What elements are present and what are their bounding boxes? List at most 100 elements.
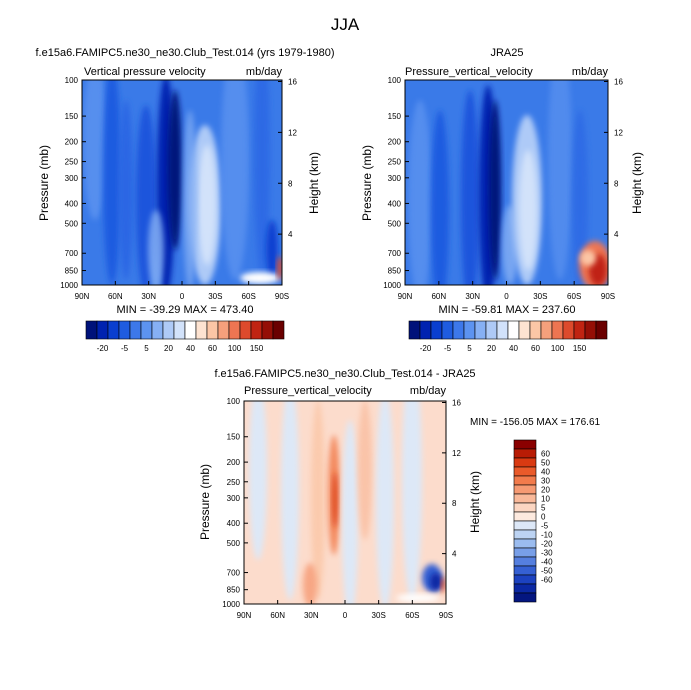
panel-model-xtick-label: 30S [208,292,222,301]
panel-reanalysis-y2tick-label: 16 [614,78,623,87]
panel-model-xtick-label: 90N [75,292,90,301]
panel-difference-colorbar-label: 50 [541,459,550,468]
panel-model-colorbar-swatch [118,320,131,340]
panel-difference-xtick-label: 30N [304,611,319,620]
panel-model-colorbar-label: 150 [250,344,264,353]
panel-difference-colorbar-swatch [513,439,537,450]
panel-model-colorbar-swatch [140,320,153,340]
panel-model-colorbar-label: -5 [121,344,129,353]
panel-model-contour-fill [198,145,216,265]
panel-difference-colorbar-swatch [513,484,537,495]
panel-reanalysis-xtick-label: 30S [533,292,547,301]
panel-reanalysis-units-label: mb/day [572,66,609,78]
panel-difference-xtick-label: 90N [237,611,252,620]
panel-model-xtick-label: 60N [108,292,123,301]
panel-model-contour-fill [168,90,182,250]
panel-reanalysis-variable-label: Pressure_vertical_velocity [405,66,533,78]
panel-reanalysis-ytick-label: 200 [388,138,402,147]
panel-model-ytick-label: 100 [65,76,79,85]
panel-reanalysis-ytick-label: 1000 [383,281,401,290]
panel-reanalysis-title: JRA25 [490,47,523,59]
panel-difference-colorbar-swatch [513,466,537,477]
panel-model-ytick-label: 400 [65,199,79,208]
panel-reanalysis-contour-fill [489,100,501,280]
panel-model-y2tick-label: 12 [288,128,297,137]
panel-difference-colorbar-label: -5 [541,522,549,531]
panel-difference-colorbar-swatch [513,520,537,531]
panel-difference-xtick-label: 0 [343,611,348,620]
panel-reanalysis-contour-fill [548,80,572,280]
panel-difference-colorbar-label: 60 [541,450,550,459]
panel-model-colorbar-swatch [195,320,208,340]
panel-model-colorbar-swatch [228,320,241,340]
panel-difference-ytick-label: 700 [227,569,241,578]
panel-reanalysis-colorbar-swatch [562,320,575,340]
panel-reanalysis-y2tick-label: 12 [614,128,623,137]
panel-difference-variable-label: Pressure_vertical_velocity [244,385,372,397]
panel-model-colorbar-swatch [85,320,98,340]
panel-difference: f.e15a6.FAMIPC5.ne30_ne30.Club_Test.014 … [198,368,601,620]
panel-reanalysis-colorbar-swatch [463,320,476,340]
panel-model-contour-fill [240,272,280,284]
panel-model-colorbar-swatch [107,320,120,340]
panel-reanalysis-colorbar-swatch [507,320,520,340]
panel-reanalysis-y2tick-label: 4 [614,230,619,239]
panel-reanalysis-ytick-label: 250 [388,158,402,167]
panel-difference-contour-fill [376,401,394,604]
panel-difference-y2tick-label: 16 [452,398,461,407]
panel-model-ytick-label: 250 [65,158,79,167]
panel-difference-colorbar-label: 20 [541,486,550,495]
panel-model: f.e15a6.FAMIPC5.ne30_ne30.Club_Test.014 … [35,47,334,353]
panel-reanalysis-xtick-label: 30N [465,292,480,301]
panel-reanalysis-colorbar-swatch [573,320,586,340]
panel-difference-colorbar-swatch [513,547,537,558]
panel-difference-colorbar-label: 40 [541,468,550,477]
panel-model-ytick-label: 1000 [60,281,78,290]
panel-model-colorbar-swatch [272,320,285,340]
panel-model-colorbar-swatch [239,320,252,340]
panel-reanalysis-xtick-label: 90S [601,292,615,301]
panel-reanalysis-ytick-label: 500 [388,219,402,228]
panel-reanalysis-ytick-label: 400 [388,199,402,208]
panel-difference-y2tick-label: 12 [452,449,461,458]
panel-model-xtick-label: 0 [180,292,185,301]
panel-model-colorbar-label: 100 [228,344,242,353]
panel-difference-ytick-label: 300 [227,494,241,503]
panel-reanalysis-ytick-label: 700 [388,249,402,258]
panel-difference-colorbar-label: -50 [541,567,553,576]
panel-difference-colorbar-label: 30 [541,477,550,486]
panel-reanalysis-colorbar-label: 20 [487,344,496,353]
panel-difference-colorbar-swatch [513,583,537,594]
panel-difference-colorbar-label: 0 [541,513,546,522]
panel-model-colorbar-swatch [206,320,219,340]
panel-difference-colorbar-swatch [513,529,537,540]
panel-reanalysis-colorbar-swatch [474,320,487,340]
panel-difference-ytick-label: 200 [227,458,241,467]
panel-reanalysis-xtick-label: 60S [567,292,581,301]
panel-reanalysis-colorbar-label: -20 [420,344,432,353]
panel-model-colorbar-swatch [173,320,186,340]
panel-reanalysis-colorbar-swatch [584,320,597,340]
panel-reanalysis-colorbar-label: 40 [509,344,518,353]
panel-reanalysis-contour-fill [519,150,537,270]
panel-model-contour-fill [254,80,270,275]
panel-difference-colorbar-swatch [513,556,537,567]
panel-model-contour-fill [221,80,249,280]
panel-difference-ytick-label: 1000 [222,600,240,609]
panel-difference-colorbar-label: -40 [541,558,553,567]
panel-difference-contour-fill [430,573,442,591]
panel-model-y2label: Height (km) [307,152,321,214]
panel-reanalysis-y2tick-label: 8 [614,179,619,188]
panel-difference-colorbar-swatch [513,592,537,603]
panel-difference-contour-fill [441,577,445,593]
panel-reanalysis-y2label: Height (km) [630,152,644,214]
panel-model-y2tick-label: 4 [288,230,293,239]
panel-reanalysis-ytick-label: 850 [388,267,402,276]
panel-difference-xtick-label: 60S [405,611,419,620]
panel-model-colorbar-swatch [261,320,274,340]
panel-model-colorbar-label: -20 [97,344,109,353]
panel-model-colorbar: -20 -5 5 20 40 60 100 150 [85,320,285,353]
panel-reanalysis-xtick-label: 60N [431,292,446,301]
panel-difference-colorbar-label: -30 [541,549,553,558]
